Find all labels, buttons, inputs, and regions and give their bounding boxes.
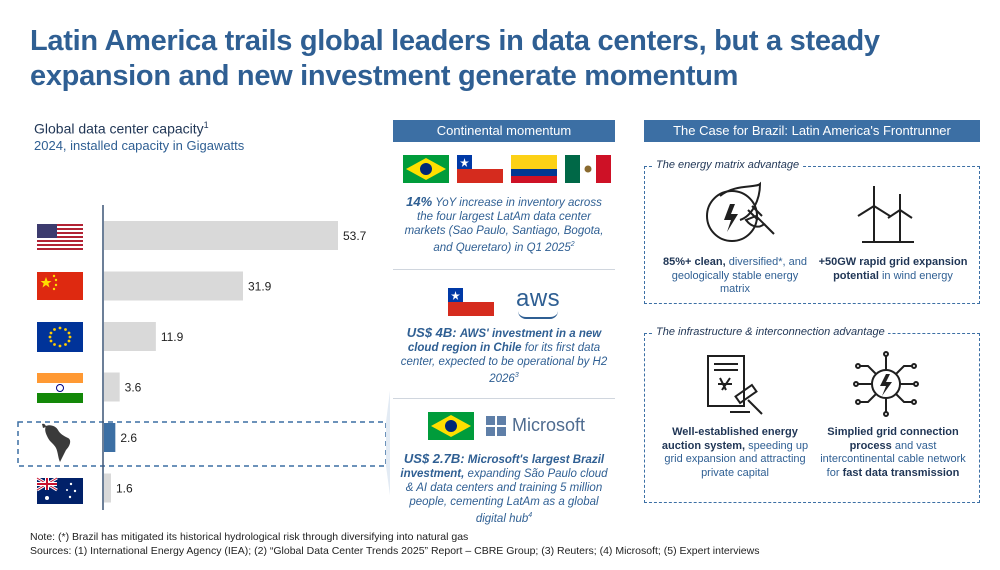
continental-momentum-header: Continental momentum [393, 120, 615, 142]
sources: Sources: (1) International Energy Agency… [30, 545, 760, 557]
bar-india [104, 372, 120, 402]
energy-matrix-box [644, 166, 980, 304]
bar-value-label: 1.6 [116, 482, 133, 496]
flag-eu-icon [37, 322, 83, 352]
microsoft-logo: Microsoft [486, 415, 585, 436]
flag-brazil-icon [403, 155, 449, 183]
aws-logo: aws [516, 285, 561, 312]
capacity-bar-chart: 53.7 31.9 11.9 3.6 2.6 1.6 [17, 205, 390, 510]
energy-item-2: +50GW rapid grid expansion potential in … [818, 256, 968, 282]
bar-value-label: 11.9 [161, 330, 184, 344]
latam-highlight-box [17, 421, 387, 467]
flag-australia-icon [36, 476, 83, 504]
bar-value-label: 2.6 [120, 431, 137, 445]
auction-document-icon [707, 355, 763, 415]
flag-china-icon [37, 272, 83, 300]
flag-india-icon [37, 373, 83, 403]
bar-latin-america [104, 423, 116, 452]
infrastructure-item-2: Simplied grid connection process and vas… [820, 426, 966, 479]
bar-value-label: 31.9 [248, 280, 272, 294]
footnote: Note: (*) Brazil has mitigated its histo… [30, 531, 469, 543]
energy-item-1: 85%+ clean, diversified*, and geological… [662, 256, 808, 295]
chart-title: Global data center capacity1 [34, 120, 209, 137]
aws-smile-icon [518, 311, 558, 319]
bars-group: 53.7 31.9 11.9 3.6 2.6 1.6 [104, 221, 367, 503]
bar-china [104, 271, 244, 301]
bar-european-union [104, 322, 156, 351]
bar-united-states [104, 221, 338, 250]
latin-america-map-icon [42, 423, 71, 462]
wind-turbine-icon [857, 186, 914, 243]
case-for-brazil-header: The Case for Brazil: Latin America's Fro… [644, 120, 980, 142]
energy-matrix-title: The energy matrix advantage [653, 159, 803, 171]
momentum-block-3: US$ 2.7B: Microsoft's largest Brazil inv… [400, 451, 608, 525]
bar-value-label: 53.7 [343, 229, 367, 243]
chart-subtitle: 2024, installed capacity in Gigawatts [34, 138, 245, 153]
microsoft-grid-icon [486, 415, 506, 436]
page-title: Latin America trails global leaders in d… [30, 25, 880, 92]
momentum-block-2: US$ 4B: AWS' investment in a new cloud r… [400, 325, 608, 385]
connector-shape [386, 390, 390, 496]
flag-colombia-icon [511, 155, 557, 183]
flags-row [403, 155, 611, 183]
flag-mexico-icon [565, 155, 611, 183]
network-chip-icon [853, 351, 919, 417]
infrastructure-title: The infrastructure & interconnection adv… [653, 326, 888, 338]
momentum-block-1: 14% YoY increase in inventory across the… [404, 194, 604, 254]
divider [393, 269, 615, 270]
bar-australia [104, 473, 111, 503]
flag-chile-icon [448, 288, 494, 316]
flag-chile-icon [457, 155, 503, 183]
leaf-plug-icon [706, 181, 775, 242]
flag-usa-icon [37, 224, 83, 250]
divider [393, 398, 615, 399]
bar-value-label: 3.6 [125, 381, 142, 395]
infrastructure-item-1: Well-established energy auction system, … [661, 426, 809, 479]
flag-brazil-icon [428, 412, 474, 440]
